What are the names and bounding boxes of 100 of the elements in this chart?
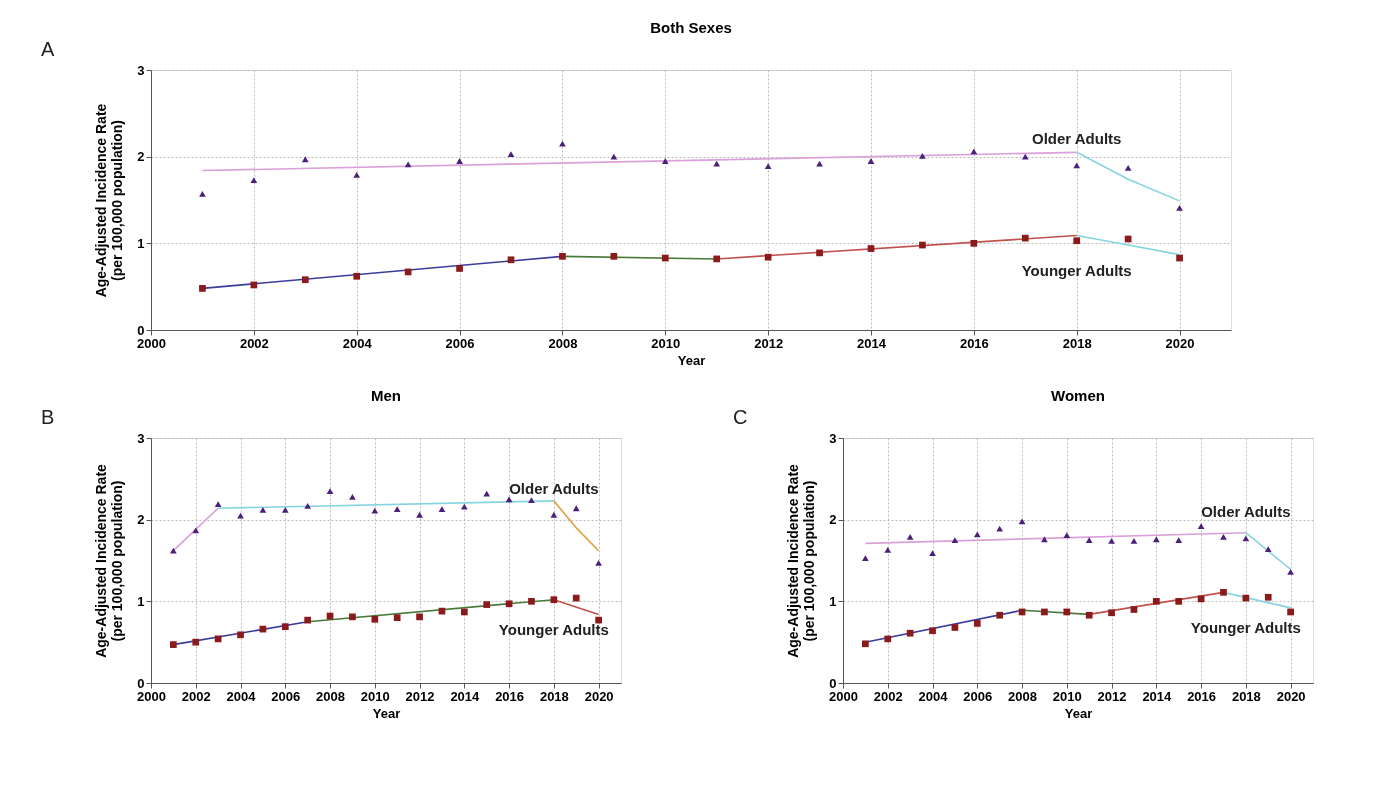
x-tick-label: 2018	[1231, 688, 1261, 704]
point	[713, 160, 721, 167]
point	[170, 547, 177, 554]
point	[199, 191, 206, 197]
point	[951, 537, 959, 543]
point	[214, 501, 222, 508]
point	[559, 252, 566, 260]
y-tick-label: 2	[137, 512, 145, 528]
point	[237, 631, 244, 639]
y-tick-label: 0	[137, 675, 145, 691]
point	[862, 640, 869, 648]
x-tick-label: 2004	[226, 688, 257, 704]
y-axis-title: Age-Adjusted Incidence Rate (per 100,000 population)	[785, 463, 818, 658]
point	[259, 506, 267, 513]
text: B	[41, 406, 55, 428]
point	[456, 265, 463, 272]
point	[610, 252, 618, 260]
point	[438, 506, 446, 512]
series-label: Younger Adults	[498, 620, 609, 638]
point	[460, 608, 468, 616]
point	[349, 613, 356, 621]
x-tick-label: 2012	[754, 335, 784, 351]
point	[1063, 532, 1071, 539]
point	[1220, 533, 1227, 540]
x-axis-title: Year	[1064, 705, 1093, 721]
point	[1108, 538, 1115, 544]
point	[393, 506, 401, 512]
point	[572, 594, 580, 602]
point	[661, 254, 669, 262]
x-tick-label: 2020	[584, 688, 614, 704]
point	[1152, 536, 1160, 543]
y-tick-label: 0	[137, 322, 145, 338]
point	[1018, 518, 1026, 525]
x-tick-label: 2016	[959, 335, 989, 351]
point	[416, 511, 423, 518]
x-tick-label: 2014	[857, 335, 887, 351]
x-tick-label: 2016	[495, 688, 525, 704]
x-axis-title: Year	[372, 705, 401, 721]
point	[1197, 523, 1205, 530]
point	[304, 502, 312, 509]
point	[1085, 611, 1093, 619]
point	[610, 153, 618, 160]
y-tick-label: 1	[137, 235, 145, 251]
point	[1073, 237, 1081, 245]
point	[929, 550, 936, 557]
text: C	[733, 406, 748, 428]
point	[951, 624, 959, 631]
point	[867, 245, 875, 252]
point	[1176, 254, 1183, 262]
point	[595, 560, 602, 566]
point	[371, 507, 379, 514]
chart-title: Men	[371, 387, 401, 404]
x-tick-label: 2002	[181, 688, 211, 704]
point	[456, 158, 463, 164]
text: A	[41, 38, 55, 60]
point	[1063, 608, 1071, 616]
point	[1041, 608, 1048, 616]
series-label: Older Adults	[1031, 130, 1122, 148]
y-tick-label: 3	[829, 430, 837, 446]
point	[816, 249, 823, 257]
chart-title: Women	[1051, 387, 1105, 404]
x-axis-title: Year	[677, 352, 706, 368]
x-tick-label: 2008	[316, 688, 346, 704]
point	[906, 533, 914, 540]
x-tick-label: 2012	[1097, 688, 1127, 704]
x-tick-label: 2006	[271, 688, 301, 704]
point	[192, 638, 200, 646]
y-tick-label: 0	[829, 675, 837, 691]
series-label: Older Adults	[509, 479, 599, 497]
point	[572, 505, 580, 512]
x-tick-label: 2016	[1187, 688, 1217, 704]
x-tick-label: 2010	[651, 335, 681, 351]
x-tick-label: 2018	[1062, 335, 1092, 351]
x-tick-label: 2010	[1052, 688, 1082, 704]
point	[192, 527, 200, 534]
x-tick-label: 2008	[548, 335, 578, 351]
point	[1176, 204, 1183, 211]
point	[764, 253, 772, 261]
point	[528, 597, 535, 605]
point	[1287, 608, 1294, 616]
point	[199, 285, 206, 292]
point	[661, 158, 669, 164]
x-tick-label: 2010	[360, 688, 390, 704]
point	[559, 140, 566, 147]
x-tick-label: 2000	[137, 688, 166, 704]
x-tick-label: 2004	[918, 688, 949, 704]
x-tick-label: 2000	[137, 335, 166, 351]
point	[1152, 597, 1160, 605]
chart-title: Both Sexes	[650, 19, 732, 36]
point	[1085, 537, 1093, 543]
y-tick-label: 3	[137, 430, 145, 446]
y-tick-label: 1	[829, 593, 837, 609]
point	[1108, 609, 1115, 617]
point	[1021, 153, 1029, 160]
point	[505, 496, 513, 503]
x-tick-label: 2020	[1276, 688, 1306, 704]
point	[1130, 538, 1138, 544]
point	[550, 511, 558, 518]
point	[862, 555, 869, 561]
point	[507, 256, 515, 264]
